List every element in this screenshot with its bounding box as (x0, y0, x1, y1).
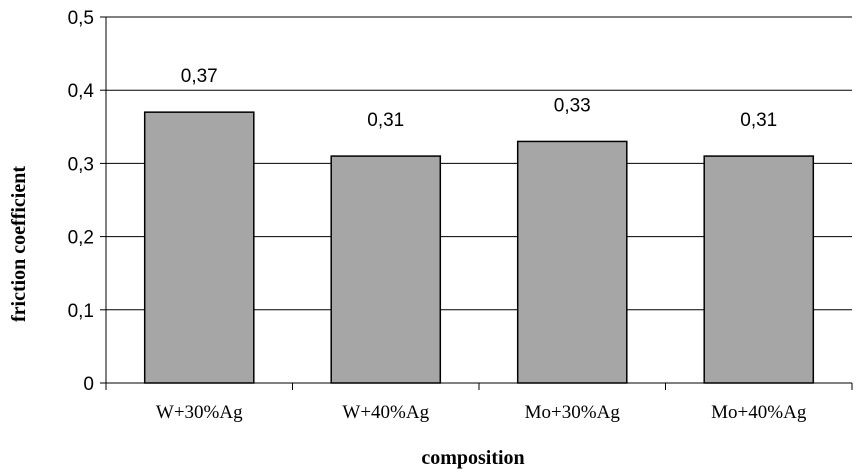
y-tick-label: 0,3 (68, 154, 94, 175)
bar (143, 111, 255, 384)
data-label: 0,33 (554, 95, 591, 116)
x-category-label: W+40%Ag (342, 402, 429, 423)
y-tick-label: 0,5 (68, 8, 94, 29)
bar (330, 155, 442, 384)
x-category-label: Mo+30%Ag (525, 402, 621, 423)
y-tick-label: 0,4 (68, 81, 95, 102)
x-category-label: Mo+40%Ag (711, 402, 807, 423)
data-label: 0,37 (181, 66, 218, 87)
bars (143, 111, 815, 384)
y-axis-title: friction coefficient (8, 166, 30, 322)
y-axis-ticks: 0 0,1 0,2 0,3 0,4 0,5 (68, 8, 106, 395)
y-tick-label: 0,2 (68, 228, 94, 249)
x-category-label: W+30%Ag (156, 402, 243, 423)
x-axis-title: composition (421, 447, 524, 469)
data-label: 0,31 (740, 110, 777, 131)
bar (703, 155, 815, 384)
data-labels: 0,37 0,31 0,33 0,31 (181, 66, 777, 131)
bar (516, 140, 628, 384)
y-tick-label: 0,1 (68, 301, 94, 322)
data-label: 0,31 (367, 110, 404, 131)
x-axis-categories: W+30%Ag W+40%Ag Mo+30%Ag Mo+40%Ag (105, 383, 853, 423)
y-tick-label: 0 (83, 374, 94, 395)
